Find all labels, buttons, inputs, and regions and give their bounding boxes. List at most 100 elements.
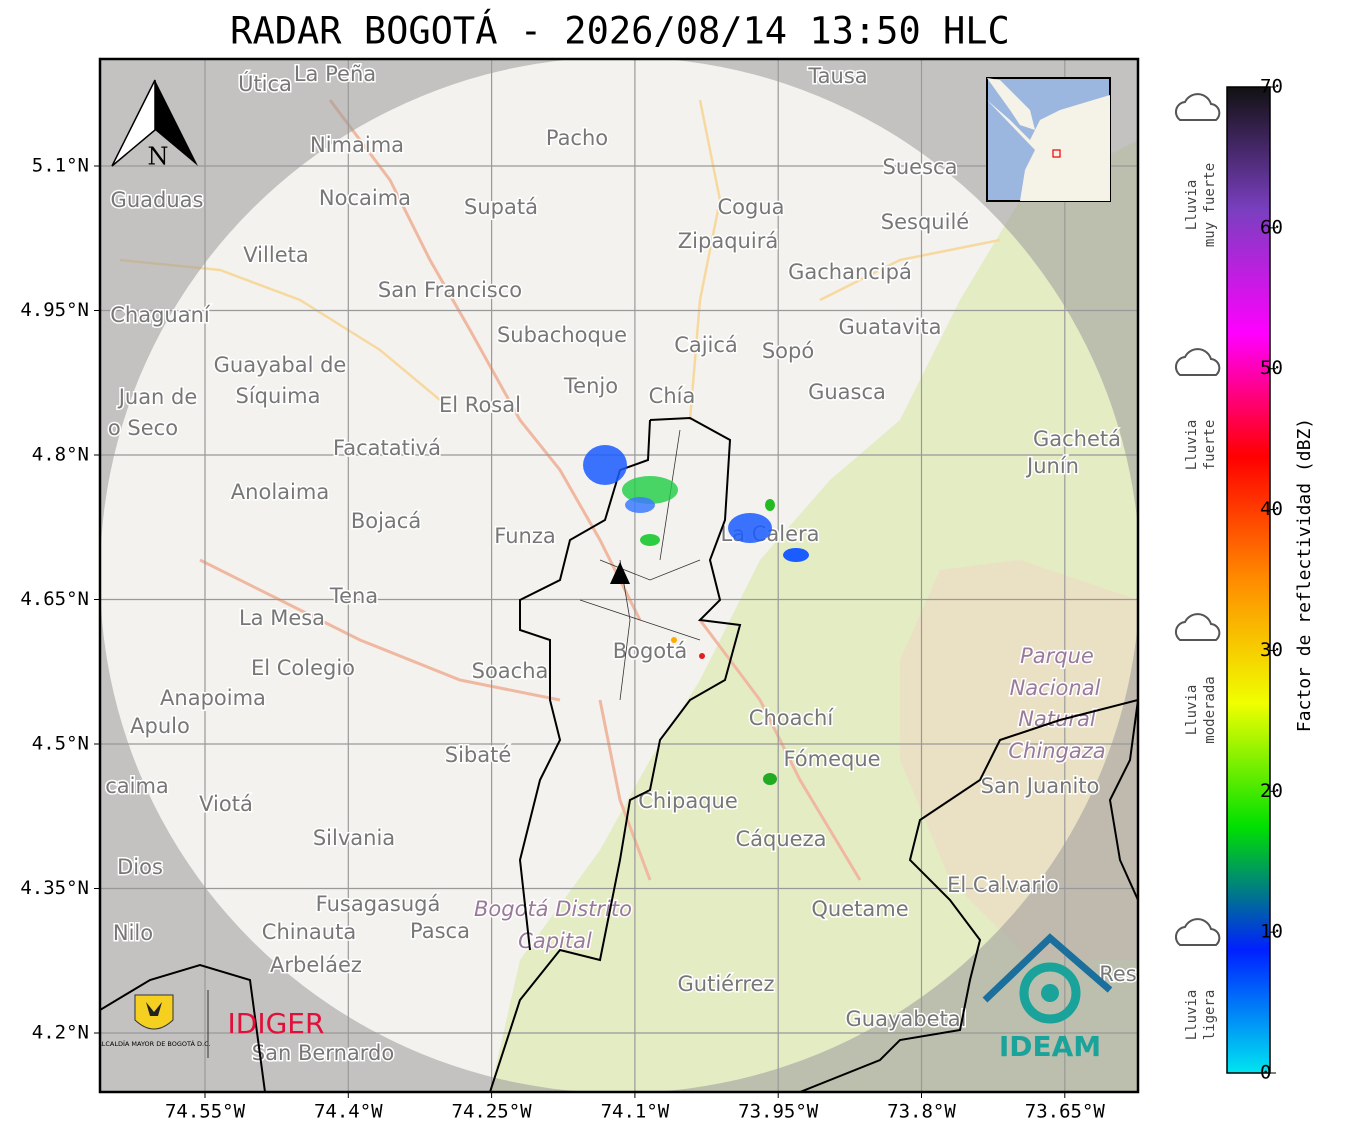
logos: ALCALDÍA MAYOR DE BOGOTÁ D.C. IDIGER IDE… bbox=[97, 933, 1113, 1063]
colorbar-label: Factor de reflectividad (dBZ) bbox=[1294, 418, 1315, 732]
place-label: Guayabal de bbox=[214, 353, 347, 377]
place-label: Pasca bbox=[410, 919, 470, 943]
place-label: Zipaquirá bbox=[678, 229, 778, 253]
colorbar: 0 10 20 30 40 50 60 70 Factor de reflectividad … bbox=[1174, 76, 1315, 1084]
lon-tick-label: 73.95°W bbox=[738, 1101, 819, 1123]
lon-tick-label: 74.55°W bbox=[165, 1101, 246, 1123]
place-label: Cogua bbox=[717, 195, 784, 219]
rain-category: Lluvia bbox=[1184, 685, 1200, 736]
place-label: El Rosal bbox=[439, 393, 521, 417]
place-label: Choachí bbox=[749, 706, 835, 730]
place-label: o Seco bbox=[108, 416, 178, 440]
place-label: Guasca bbox=[808, 380, 886, 404]
rain-category: ligera bbox=[1202, 990, 1218, 1041]
place-label: Nacional bbox=[1010, 676, 1101, 700]
place-label: San Francisco bbox=[378, 278, 522, 302]
lon-tick-label: 73.8°W bbox=[887, 1101, 956, 1123]
rain-category: Lluvia bbox=[1184, 180, 1200, 231]
title: RADAR BOGOTÁ - 2026/08/14 13:50 HLC bbox=[230, 9, 1010, 53]
lat-tick-label: 4.2°N bbox=[32, 1022, 89, 1044]
place-label: Nimaima bbox=[310, 133, 404, 157]
place-label: Nocaima bbox=[319, 186, 411, 210]
rain-category: muy fuerte bbox=[1202, 163, 1218, 247]
lon-tick-label: 74.4°W bbox=[314, 1101, 383, 1123]
idiger-logo: IDIGER bbox=[228, 1007, 325, 1040]
place-label: Chaguaní bbox=[110, 303, 211, 327]
lat-tick-label: 4.8°N bbox=[32, 444, 89, 466]
lat-tick-label: 4.95°N bbox=[20, 299, 89, 321]
colorbar-tick-label: 60 bbox=[1260, 216, 1283, 238]
place-label: La Peña bbox=[294, 62, 376, 86]
place-label: Tausa bbox=[807, 64, 867, 88]
place-label: Gachetá bbox=[1033, 427, 1121, 451]
cloud-icon bbox=[1174, 348, 1221, 376]
place-label: Anolaima bbox=[231, 480, 329, 504]
place-label: Silvania bbox=[313, 826, 395, 850]
place-label: Juan de bbox=[117, 385, 198, 409]
place-label: Funza bbox=[494, 524, 555, 548]
place-label: Nilo bbox=[113, 921, 153, 945]
lat-tick-label: 5.1°N bbox=[32, 155, 89, 177]
alcaldia-logo: ALCALDÍA MAYOR DE BOGOTÁ D.C. bbox=[97, 1039, 210, 1048]
radar-echoes bbox=[583, 445, 809, 785]
place-label: Quetame bbox=[811, 897, 908, 921]
place-label: Soacha bbox=[472, 659, 549, 683]
cloud-icon bbox=[1174, 918, 1221, 946]
ideam-logo: IDEAM bbox=[999, 1030, 1101, 1063]
place-label: Chipaque bbox=[638, 789, 738, 813]
lat-tick-label: 4.35°N bbox=[20, 877, 89, 899]
place-label: Natural bbox=[1018, 707, 1096, 731]
place-label: Bojacá bbox=[351, 509, 421, 533]
place-label: Chía bbox=[649, 384, 696, 408]
place-label: Arbeláez bbox=[270, 953, 362, 977]
place-label: Guaduas bbox=[111, 188, 204, 212]
place-label: Bogotá Distrito bbox=[474, 897, 632, 921]
map-frame bbox=[98, 57, 1140, 1094]
place-label: Villeta bbox=[243, 243, 308, 267]
rain-category: moderada bbox=[1202, 676, 1218, 743]
place-label: Chinauta bbox=[262, 920, 356, 944]
north-label: N bbox=[148, 143, 169, 171]
colorbar-tick-label: 10 bbox=[1260, 921, 1283, 943]
place-label: Sibaté bbox=[445, 743, 512, 767]
place-label: Suesca bbox=[883, 155, 958, 179]
place-label: Junín bbox=[1025, 454, 1079, 478]
colorbar-tick-label: 50 bbox=[1260, 357, 1283, 379]
lat-tick-label: 4.5°N bbox=[32, 733, 89, 755]
place-label: Parque bbox=[1020, 644, 1094, 668]
colorbar-tick-label: 70 bbox=[1260, 76, 1283, 98]
rain-category: Lluvia bbox=[1184, 990, 1200, 1041]
place-label: La Mesa bbox=[239, 606, 325, 630]
inset-map bbox=[986, 77, 1111, 202]
colorbar-tick-label: 40 bbox=[1260, 498, 1283, 520]
rain-category: fuerte bbox=[1202, 420, 1218, 471]
place-label: Tenjo bbox=[563, 374, 618, 398]
colorbar-tick-label: 30 bbox=[1260, 639, 1283, 661]
place-label: Gutiérrez bbox=[678, 972, 775, 996]
place-label: Fusagasugá bbox=[316, 892, 441, 916]
place-label: El Calvario bbox=[947, 873, 1059, 897]
place-label: San Bernardo bbox=[252, 1041, 394, 1065]
place-label: Guayabetal bbox=[846, 1007, 967, 1031]
place-label: Pacho bbox=[546, 126, 608, 150]
compass: N bbox=[111, 79, 198, 171]
place-label: Sesquilé bbox=[881, 210, 969, 234]
place-label: Útica bbox=[238, 71, 292, 96]
place-label: Tena bbox=[329, 584, 378, 608]
place-label: Viotá bbox=[199, 792, 253, 816]
place-label: Cáqueza bbox=[736, 827, 827, 851]
place-label: caima bbox=[105, 774, 169, 798]
place-label: Facatativá bbox=[333, 436, 441, 460]
lon-tick-label: 74.1°W bbox=[601, 1101, 670, 1123]
rain-category: Lluvia bbox=[1184, 420, 1200, 471]
place-label: Subachoque bbox=[497, 323, 627, 347]
lon-tick-label: 74.25°W bbox=[452, 1101, 533, 1123]
colorbar-tick-label: 0 bbox=[1260, 1062, 1271, 1084]
place-label: El Colegio bbox=[251, 656, 355, 680]
place-label: Gachancipá bbox=[788, 260, 912, 284]
place-label: Cajicá bbox=[674, 333, 738, 357]
place-label: Sopó bbox=[762, 339, 814, 363]
lon-tick-label: 73.65°W bbox=[1025, 1101, 1106, 1123]
place-label: Dios bbox=[117, 855, 163, 879]
